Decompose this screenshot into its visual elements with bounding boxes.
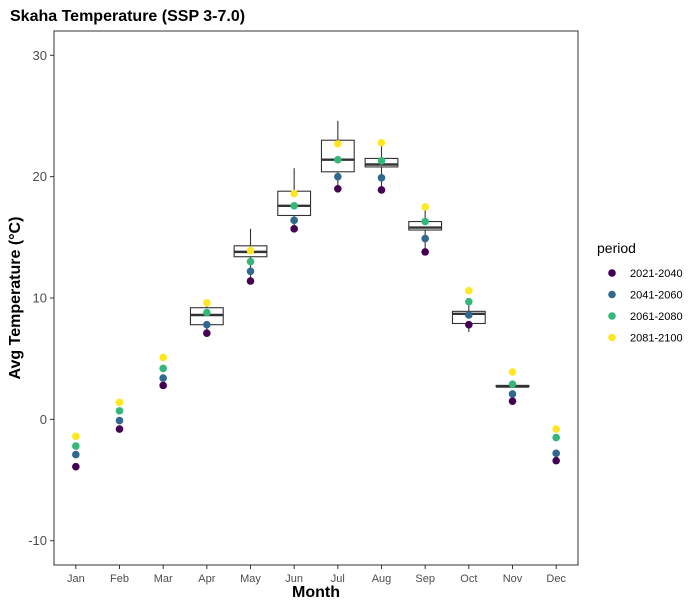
point-2041-2060-nov [508,390,517,398]
x-tick-label-jul: Jul [331,573,345,585]
y-tick-label: 20 [33,169,47,184]
point-2041-2060-sep [421,234,429,243]
point-2021-2040-dec [552,456,560,465]
point-2061-2080-dec [552,433,560,442]
point-2081-2100-feb [115,398,124,407]
x-tick-label-oct: Oct [460,573,477,585]
point-2021-2040-jan [72,462,80,471]
point-2061-2080-aug [377,157,386,165]
plot-panel [53,30,579,566]
point-2081-2100-may [246,246,255,255]
series-2041-2060 [72,172,560,459]
point-2021-2040-sep [421,248,429,256]
legend-key-2061-2080 [608,312,616,320]
point-2021-2040-jul [334,184,342,193]
points-layer [72,138,560,471]
y-axis: -10 0 10 20 30 [28,48,54,548]
legend-label-2041-2060: 2041-2060 [630,290,683,302]
point-2041-2060-jul [334,172,342,181]
x-tick-label-apr: Apr [198,573,215,585]
point-2081-2100-dec [552,425,560,433]
point-2081-2100-jul [334,140,342,148]
point-2041-2060-dec [552,449,560,458]
point-2061-2080-feb [115,407,124,415]
legend-key-2081-2100 [608,333,616,342]
point-2081-2100-sep [421,203,429,211]
point-2061-2080-nov [508,380,517,388]
legend-label-2021-2040: 2021-2040 [630,268,683,280]
point-2061-2080-apr [203,308,211,317]
point-2021-2040-aug [377,186,386,194]
point-2061-2080-sep [421,217,429,226]
point-2041-2060-apr [203,320,211,329]
point-2041-2060-mar [159,374,167,382]
legend-title: period [597,240,636,256]
y-tick-label: 30 [33,48,47,63]
point-2061-2080-jul [334,155,342,164]
point-2081-2100-aug [377,138,386,147]
x-axis: Jan Feb Mar Apr May Jun Jul Aug Sep Oct Nov Dec [67,565,566,585]
point-2081-2100-jun [290,189,298,198]
point-2041-2060-jun [290,216,298,225]
point-2041-2060-aug [377,174,386,182]
point-2081-2100-mar [159,353,167,362]
x-tick-label-feb: Feb [110,573,129,585]
x-tick-label-aug: Aug [372,573,392,585]
point-2021-2040-feb [115,425,124,433]
y-tick-label: 10 [33,291,47,306]
x-tick-label-dec: Dec [546,573,566,585]
point-2021-2040-oct [465,320,473,329]
y-tick-label: 0 [40,412,47,427]
x-tick-label-jan: Jan [67,573,85,585]
legend-key-2041-2060 [608,290,616,299]
point-2021-2040-mar [159,381,167,390]
series-2061-2080 [72,155,560,450]
point-2061-2080-jun [290,201,298,210]
legend-items: 2021-2040 2041-2060 2061-2080 2081-2100 [608,268,683,345]
point-2061-2080-may [246,257,255,266]
x-tick-label-jun: Jun [285,573,303,585]
series-2081-2100 [72,138,560,441]
point-2061-2080-oct [465,297,473,306]
point-2041-2060-oct [465,311,473,319]
x-tick-label-sep: Sep [415,573,435,585]
point-2041-2060-may [246,267,255,276]
point-2061-2080-mar [159,364,167,373]
y-tick-label: -10 [28,533,47,548]
x-tick-label-mar: Mar [154,573,173,585]
y-axis-title: Avg Temperature (°C) [7,217,24,380]
point-2081-2100-oct [465,286,473,295]
chart-title: Skaha Temperature (SSP 3-7.0) [10,8,245,25]
point-2041-2060-jan [72,450,80,459]
point-2081-2100-apr [203,299,211,307]
point-2021-2040-apr [203,329,211,337]
legend: period 2021-2040 2041-2060 2061-2080 2081-2… [597,240,683,345]
point-2081-2100-nov [508,368,517,376]
legend-label-2081-2100: 2081-2100 [630,333,683,345]
series-2021-2040 [72,184,560,471]
legend-label-2061-2080: 2061-2080 [630,311,683,323]
point-2021-2040-nov [508,397,517,405]
point-2021-2040-jun [290,225,298,233]
x-axis-title: Month [292,584,340,601]
point-2021-2040-may [246,277,255,285]
x-tick-label-nov: Nov [503,573,523,585]
point-2081-2100-jan [72,432,80,441]
point-2041-2060-feb [115,416,124,425]
x-tick-label-may: May [240,573,261,585]
point-2061-2080-jan [72,442,80,450]
legend-key-2021-2040 [608,269,616,277]
